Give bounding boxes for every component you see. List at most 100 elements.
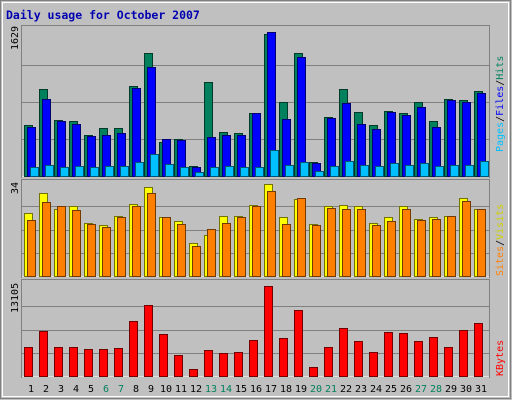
legend-pages: Pages [495,122,506,152]
day-label: 30 [460,384,472,395]
sites-bar [387,221,396,277]
kbytes-bar [99,349,108,377]
kbytes-bar [39,331,48,377]
pages-bar [390,163,399,177]
legend-hits: Hits [495,56,506,80]
sites-bar [282,224,291,277]
ymax-label-visits: 34 [10,182,21,194]
pages-bar [450,165,459,177]
bars-kbytes [24,286,483,377]
kbytes-bar [114,348,123,377]
day-label: 4 [73,384,79,395]
legend-visits: Visits [495,204,506,240]
sites-bar [342,209,351,277]
kbytes-bar [129,321,138,377]
day-label: 1 [28,384,34,395]
legend-kbytes: KBytes [495,340,506,376]
day-label: 28 [430,384,442,395]
files-bar [42,99,51,177]
pages-bar [90,167,99,177]
kbytes-bar [414,341,423,377]
day-label: 26 [400,384,412,395]
day-label: 27 [415,384,427,395]
day-label: 13 [205,384,217,395]
pages-bar [195,172,204,177]
sites-bar [297,198,306,277]
pages-bar [360,165,369,177]
day-label: 19 [295,384,307,395]
sites-bar [87,224,96,277]
x-axis-day-labels: 1 2 3 4 5 6 7 8 9 10 11 12 13 14 15 16 17 18 19 20 21 22 23 24 2… [28,384,487,395]
sites-bar [57,206,66,277]
sites-bar [207,229,216,277]
day-label: 16 [250,384,262,395]
pages-bar [480,161,489,177]
pages-bar [255,167,264,177]
sites-bar [357,209,366,277]
day-label: 22 [340,384,352,395]
sites-bar [237,217,246,277]
day-label: 14 [220,384,232,395]
sites-bar [162,217,171,277]
pages-bar [75,166,84,177]
kbytes-bar [384,332,393,377]
day-label: 18 [280,384,292,395]
sites-bar [192,246,201,277]
pages-bar [165,164,174,177]
day-label: 8 [133,384,139,395]
sites-bar [462,201,471,277]
kbytes-bar [249,340,258,377]
pages-bar [225,166,234,177]
kbytes-bar [189,369,198,377]
pages-bar [180,167,189,177]
day-label: 2 [43,384,49,395]
pages-bar [405,165,414,177]
day-label: 9 [148,384,154,395]
files-bar [297,57,306,177]
sites-bar [417,220,426,277]
legend-sites: Sites [495,246,506,276]
day-label: 3 [58,384,64,395]
pages-bar [345,161,354,177]
pages-bar [150,154,159,177]
day-label: 10 [160,384,172,395]
kbytes-bar [354,341,363,377]
kbytes-bar [264,286,273,377]
sites-bar [177,224,186,277]
sites-bar [372,225,381,277]
kbytes-bar [24,347,33,377]
day-label: 15 [235,384,247,395]
legend-sep-1: / [495,116,506,122]
pages-bar [420,163,429,177]
kbytes-bar [309,367,318,377]
kbytes-bar [54,347,63,377]
day-label: 7 [118,384,124,395]
day-label: 20 [310,384,322,395]
kbytes-bar [144,305,153,377]
pages-bar [45,165,54,177]
kbytes-bar [219,353,228,377]
day-label: 6 [103,384,109,395]
kbytes-bar [279,338,288,377]
sites-bar [477,209,486,277]
day-label: 21 [325,384,337,395]
kbytes-bar [399,333,408,377]
pages-bar [135,162,144,177]
pages-bar [270,150,279,177]
sites-bar [27,220,36,277]
pages-bar [435,166,444,177]
kbytes-bar [234,352,243,377]
bars-hits-files-pages [24,32,489,177]
pages-bar [300,162,309,177]
pages-bar [30,167,39,177]
legend-sep-2: / [495,80,506,86]
pages-bar [315,171,324,177]
kbytes-bar [444,347,453,377]
sites-bar [447,216,456,277]
kbytes-bar [474,323,483,377]
day-label: 25 [385,384,397,395]
kbytes-bar [459,330,468,377]
ymax-label-hits: 1629 [10,26,21,50]
kbytes-bar [369,352,378,377]
